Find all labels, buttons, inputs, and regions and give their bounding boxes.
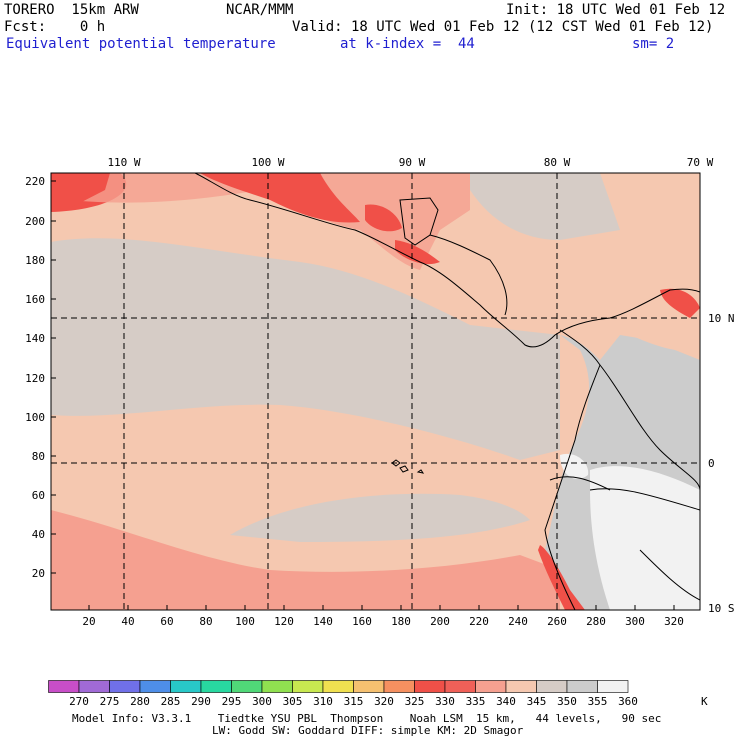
physics-info-line: LW: Godd SW: Goddard DIFF: simple KM: 2D… bbox=[212, 724, 524, 737]
colorbar-swatch bbox=[475, 680, 507, 693]
colorbar-label: 345 bbox=[527, 695, 547, 708]
colorbar-label: 295 bbox=[222, 695, 242, 708]
organization-label: NCAR/MMM bbox=[226, 2, 294, 18]
colorbar-label: 310 bbox=[313, 695, 333, 708]
colorbar-label: 360 bbox=[618, 695, 638, 708]
lon-label-90w: 90 W bbox=[399, 156, 426, 169]
y-tick-20: 20 bbox=[32, 567, 45, 580]
colorbar-swatch bbox=[353, 680, 385, 693]
colorbar-swatch bbox=[109, 680, 141, 693]
lon-label-70w: 70 W bbox=[687, 156, 714, 169]
x-tick-160: 160 bbox=[352, 615, 372, 625]
colorbar-swatch bbox=[505, 680, 537, 693]
x-tick-180: 180 bbox=[391, 615, 411, 625]
lat-label-10s: 10 S bbox=[708, 602, 735, 615]
colorbar-label: 275 bbox=[100, 695, 120, 708]
colorbar-label: 320 bbox=[374, 695, 394, 708]
colorbar-swatch bbox=[444, 680, 476, 693]
colorbar-label: 305 bbox=[283, 695, 303, 708]
colorbar-label: 315 bbox=[344, 695, 364, 708]
colorbar-swatch bbox=[322, 680, 354, 693]
x-tick-200: 200 bbox=[430, 615, 450, 625]
x-tick-260: 260 bbox=[547, 615, 567, 625]
x-tick-240: 240 bbox=[508, 615, 528, 625]
colorbar-swatch bbox=[383, 680, 415, 693]
model-info-line: Model Info: V3.3.1 Tiedtke YSU PBL Thomp… bbox=[72, 712, 662, 725]
x-tick-20: 20 bbox=[82, 615, 95, 625]
colorbar-label: 350 bbox=[557, 695, 577, 708]
colorbar-swatch bbox=[292, 680, 324, 693]
colorbar-swatch bbox=[48, 680, 80, 693]
lat-label-0: 0 bbox=[708, 457, 715, 470]
x-tick-40: 40 bbox=[121, 615, 134, 625]
colorbar-label: 355 bbox=[588, 695, 608, 708]
colorbar-swatch bbox=[261, 680, 293, 693]
colorbar-label: 280 bbox=[130, 695, 150, 708]
level-info: at k-index = 44 bbox=[340, 36, 475, 52]
colorbar-swatch bbox=[170, 680, 202, 693]
y-tick-200: 200 bbox=[25, 215, 45, 228]
colorbar-swatch bbox=[566, 680, 598, 693]
lat-label-10n: 10 N bbox=[708, 312, 735, 325]
colorbar-swatch bbox=[414, 680, 446, 693]
colorbar-label: 340 bbox=[496, 695, 516, 708]
y-tick-100: 100 bbox=[25, 411, 45, 424]
lon-label-110w: 110 W bbox=[107, 156, 140, 169]
lon-label-80w: 80 W bbox=[544, 156, 571, 169]
x-tick-300: 300 bbox=[625, 615, 645, 625]
y-tick-120: 120 bbox=[25, 372, 45, 385]
forecast-hour: Fcst: 0 h bbox=[4, 19, 106, 35]
y-tick-180: 180 bbox=[25, 254, 45, 267]
colorbar-swatch bbox=[200, 680, 232, 693]
colorbar-swatch bbox=[78, 680, 110, 693]
colorbar-swatch bbox=[231, 680, 263, 693]
x-tick-140: 140 bbox=[313, 615, 333, 625]
x-tick-80: 80 bbox=[199, 615, 212, 625]
init-time: Init: 18 UTC Wed 01 Feb 12 bbox=[506, 2, 726, 18]
colorbar-label: 300 bbox=[252, 695, 272, 708]
y-tick-140: 140 bbox=[25, 332, 45, 345]
y-tick-220: 220 bbox=[25, 175, 45, 188]
colorbar-label: 335 bbox=[466, 695, 486, 708]
colorbar-label: 270 bbox=[69, 695, 89, 708]
y-tick-160: 160 bbox=[25, 293, 45, 306]
y-tick-40: 40 bbox=[32, 528, 45, 541]
field-name: Equivalent potential temperature bbox=[6, 36, 276, 52]
x-tick-100: 100 bbox=[235, 615, 255, 625]
theta-e-map: 110 W 100 W 90 W 80 W 70 W 10 N 0 10 S 2… bbox=[25, 156, 735, 625]
model-title: TORERO 15km ARW bbox=[4, 2, 139, 18]
colorbar-label: 330 bbox=[435, 695, 455, 708]
colorbar-label: 290 bbox=[191, 695, 211, 708]
color-scale-legend: 270 275 280 285 290 295 300 305 310 315 320 325 330 3… bbox=[48, 680, 708, 708]
x-tick-120: 120 bbox=[274, 615, 294, 625]
colorbar-label: 285 bbox=[161, 695, 181, 708]
smoothing-info: sm= 2 bbox=[632, 36, 675, 52]
valid-time: Valid: 18 UTC Wed 01 Feb 12 (12 CST Wed … bbox=[292, 19, 714, 35]
x-tick-220: 220 bbox=[469, 615, 489, 625]
colorbar-swatch bbox=[536, 680, 568, 693]
colorbar-label: 325 bbox=[405, 695, 425, 708]
x-tick-60: 60 bbox=[160, 615, 173, 625]
y-tick-80: 80 bbox=[32, 450, 45, 463]
y-tick-60: 60 bbox=[32, 489, 45, 502]
x-tick-320: 320 bbox=[664, 615, 684, 625]
colorbar-unit-label: K bbox=[701, 695, 708, 708]
lon-label-100w: 100 W bbox=[251, 156, 284, 169]
colorbar-swatch bbox=[597, 680, 629, 693]
x-tick-280: 280 bbox=[586, 615, 606, 625]
colorbar-swatch bbox=[139, 680, 171, 693]
